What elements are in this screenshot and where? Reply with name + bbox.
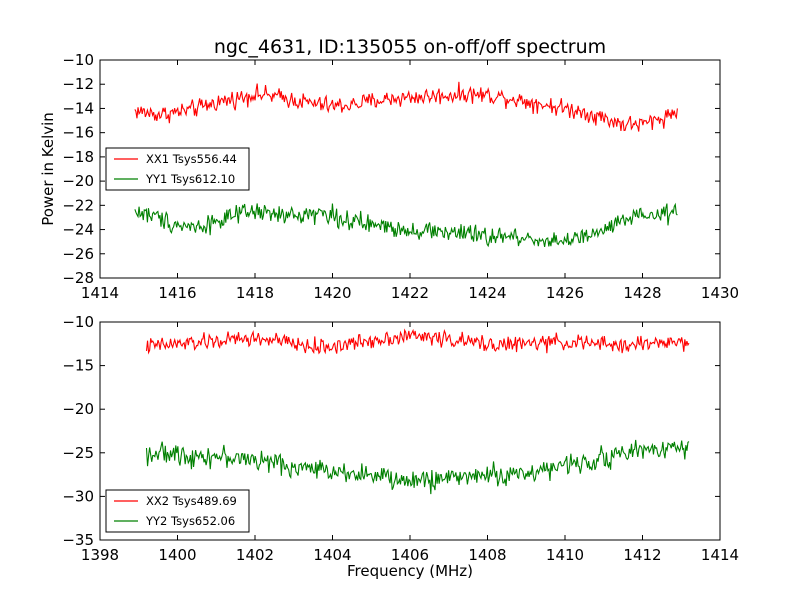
x-tick-label: 1416: [158, 284, 196, 302]
series-line-1: [145, 328, 690, 355]
x-tick-label: 1430: [701, 284, 739, 302]
y-tick-label: −20: [62, 172, 94, 190]
x-tick-label: 1404: [313, 546, 351, 564]
y-tick-label: −28: [62, 269, 94, 287]
x-axis-label: Frequency (MHz): [347, 562, 473, 580]
x-tick-label: 1410: [546, 546, 584, 564]
x-tick-label: 1414: [701, 546, 739, 564]
y-tick-label: −18: [62, 148, 94, 166]
x-tick-label: 1402: [236, 546, 274, 564]
y-tick-label: −24: [62, 221, 94, 239]
legend-entry-label: XX1 Tsys556.44: [146, 152, 237, 166]
x-tick-label: 1422: [391, 284, 429, 302]
x-tick-label: 1412: [623, 546, 661, 564]
x-tick-label: 1406: [391, 546, 429, 564]
x-tick-label: 1414: [81, 284, 119, 302]
series-line-1: [134, 81, 678, 132]
y-tick-label: −14: [62, 99, 94, 117]
y-tick-label: −26: [62, 245, 94, 263]
x-tick-label: 1418: [236, 284, 274, 302]
legend-entry-label: YY2 Tsys652.06: [145, 514, 235, 528]
y-tick-label: −20: [62, 400, 94, 418]
y-tick-label: −15: [62, 357, 94, 375]
figure-title: ngc_4631, ID:135055 on-off/off spectrum: [214, 36, 606, 58]
y-tick-label: −35: [62, 531, 94, 549]
y-axis-label: Power in Kelvin: [39, 112, 57, 226]
y-tick-label: −25: [62, 444, 94, 462]
y-tick-label: −22: [62, 196, 94, 214]
legend-box: [105, 147, 250, 191]
series-line-2: [134, 202, 678, 248]
bottom-spectrum-panel: 1398 1400 1402 1404 1406 1408 1410 1412 1414 −35 −…: [62, 313, 739, 580]
y-tick-label: −12: [62, 75, 94, 93]
x-tick-label: 1400: [158, 546, 196, 564]
x-tick-label: 1408: [468, 546, 506, 564]
legend: XX2 Tsys489.69 YY2 Tsys652.06: [105, 489, 250, 533]
legend-box: [105, 489, 250, 533]
x-tick-label: 1426: [546, 284, 584, 302]
x-tick-label: 1420: [313, 284, 351, 302]
legend: XX1 Tsys556.44 YY1 Tsys612.10: [105, 147, 250, 191]
x-tick-label: 1424: [468, 284, 506, 302]
x-tick-label: 1398: [81, 546, 119, 564]
y-tick-label: −10: [62, 313, 94, 331]
y-tick-label: −10: [62, 51, 94, 69]
legend-entry-label: XX2 Tsys489.69: [146, 494, 237, 508]
legend-entry-label: YY1 Tsys612.10: [145, 172, 235, 186]
series-line-2: [145, 439, 690, 495]
y-tick-label: −16: [62, 124, 94, 142]
x-tick-label: 1428: [623, 284, 661, 302]
y-tick-label: −30: [62, 487, 94, 505]
top-spectrum-panel: 1414 1416 1418 1420 1422 1424 1426 1428 1430 −28 −…: [39, 51, 739, 302]
